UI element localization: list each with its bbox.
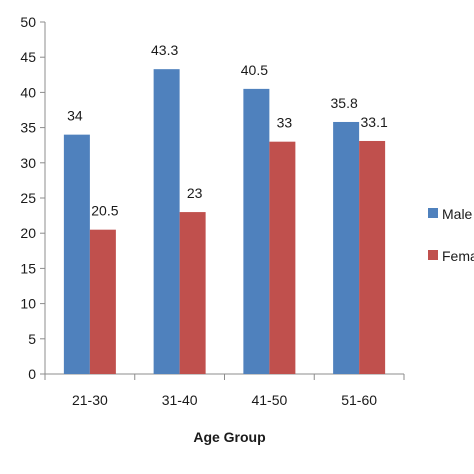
y-tick-label: 30 [20,155,36,171]
data-label: 20.5 [91,203,118,219]
y-tick-label: 10 [20,296,36,312]
x-tick-label: 21-30 [72,392,108,408]
bar-male-21-30 [63,134,90,374]
y-tick-label: 5 [28,331,36,347]
data-label: 33 [277,115,293,131]
bar-fema-21-30 [89,229,116,374]
data-label: 40.5 [241,62,268,78]
bar-fema-31-40 [179,212,206,374]
data-label: 23 [187,185,203,201]
y-tick-labels: 0 5 10 15 20 25 30 35 40 45 50 [20,14,36,382]
legend-label-male: Male [442,206,473,222]
bar-fema-51-60 [359,140,386,374]
y-tick-label: 20 [20,225,36,241]
data-label: 35.8 [331,95,358,111]
y-tick-label: 0 [28,366,36,382]
y-tick-label: 40 [20,84,36,100]
data-label: 43.3 [151,42,178,58]
bar-male-41-50 [243,88,270,374]
data-label: 33.1 [361,114,388,130]
x-axis-title: Age Group [193,429,265,445]
bar-fema-41-50 [269,141,296,374]
x-tick-label: 31-40 [162,392,198,408]
bar-male-31-40 [153,69,180,374]
bar-male-51-60 [333,121,360,374]
legend: Male Fema [428,206,474,264]
legend-label-fema: Fema [442,248,474,264]
y-tick-label: 50 [20,14,36,30]
y-tick-label: 25 [20,190,36,206]
y-tick-label: 45 [20,49,36,65]
x-tick-label: 51-60 [341,392,377,408]
y-tick-label: 15 [20,260,36,276]
legend-swatch-male [428,208,438,218]
data-labels: 34 43.3 40.5 35.8 20.5 23 33 33.1 [67,42,388,219]
data-label: 34 [67,108,83,124]
x-tick-label: 41-50 [251,392,287,408]
x-tick-labels: 21-30 31-40 41-50 51-60 [72,392,377,408]
bars [63,69,386,374]
legend-swatch-fema [428,250,438,260]
y-tick-label: 35 [20,120,36,136]
